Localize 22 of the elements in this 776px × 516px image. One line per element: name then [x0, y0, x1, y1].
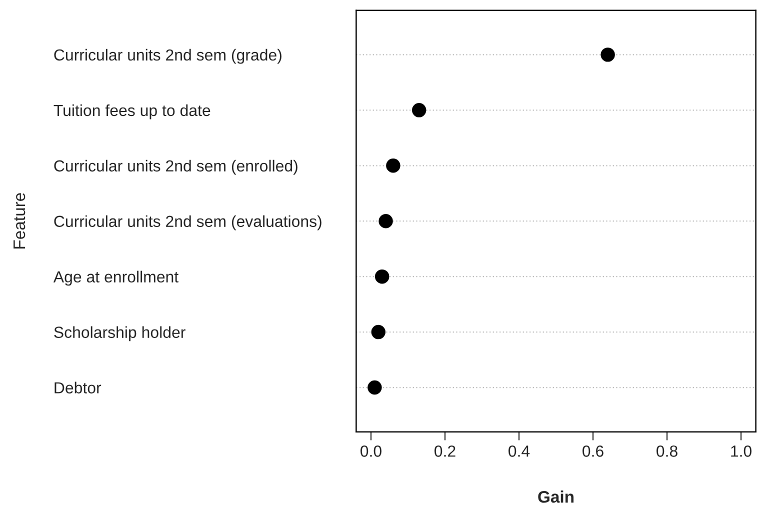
x-axis-title: Gain [538, 490, 574, 503]
point [368, 380, 382, 395]
x-tick-label: 0.4 [508, 446, 530, 457]
point [378, 214, 393, 228]
x-tick-label: 0.6 [582, 446, 604, 457]
point [412, 103, 426, 118]
point [600, 48, 615, 62]
y-tick-label: Tuition fees up to date [54, 104, 210, 120]
y-tick-label: Age at enrollment [53, 270, 178, 286]
y-axis-title: Feature [14, 193, 26, 248]
point [386, 158, 400, 173]
point [374, 269, 390, 284]
y-tick-label: Scholarship holder [54, 326, 186, 342]
x-tick-label: 0.0 [360, 446, 382, 457]
y-tick-label: Debtor [54, 382, 102, 394]
y-tick-label: Curricular units 2nd sem (enrolled) [54, 160, 298, 175]
x-tick-label: 1.0 [731, 446, 752, 457]
y-tick-label: Curricular units 2nd sem (grade) [54, 48, 282, 64]
y-tick-label: Curricular units 2nd sem (evaluations) [54, 215, 322, 230]
x-tick-label: 0.8 [656, 446, 678, 457]
point [371, 324, 386, 340]
x-tick-label: 0.2 [434, 446, 456, 457]
